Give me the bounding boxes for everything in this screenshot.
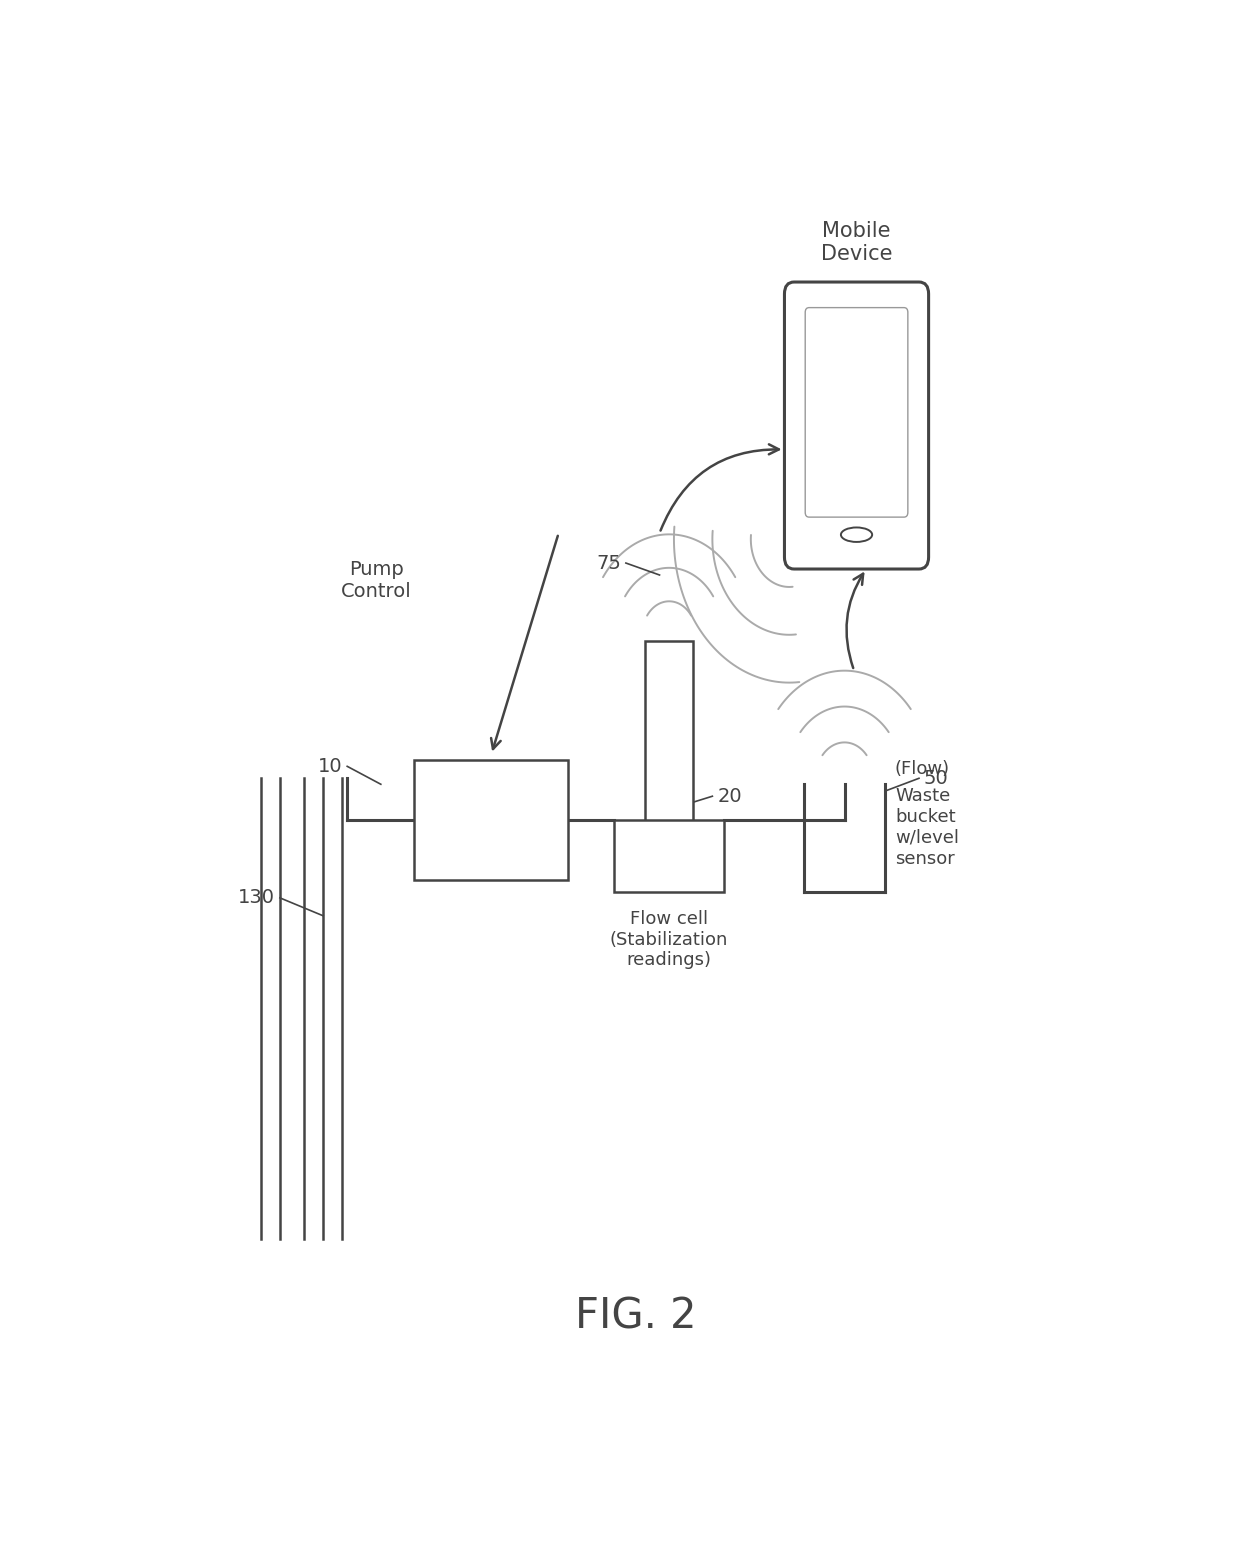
Text: 50: 50	[924, 769, 949, 787]
Text: (Flow): (Flow)	[895, 761, 950, 778]
Text: 130: 130	[238, 888, 275, 907]
Text: FIG. 2: FIG. 2	[575, 1295, 696, 1337]
FancyBboxPatch shape	[785, 283, 929, 568]
Ellipse shape	[841, 528, 872, 542]
FancyBboxPatch shape	[614, 820, 724, 891]
Text: 10: 10	[317, 756, 342, 776]
Text: Pump: Pump	[463, 811, 521, 831]
FancyBboxPatch shape	[805, 307, 908, 517]
Text: Flow cell
(Stabilization
readings): Flow cell (Stabilization readings)	[610, 910, 728, 969]
Text: Pump
Control: Pump Control	[341, 561, 412, 601]
FancyBboxPatch shape	[645, 641, 693, 856]
FancyBboxPatch shape	[414, 761, 568, 881]
Text: 20: 20	[717, 787, 742, 806]
Text: 75: 75	[596, 553, 621, 573]
Text: Waste
bucket
w/level
sensor: Waste bucket w/level sensor	[895, 787, 959, 868]
Text: Mobile
Device: Mobile Device	[821, 221, 893, 264]
